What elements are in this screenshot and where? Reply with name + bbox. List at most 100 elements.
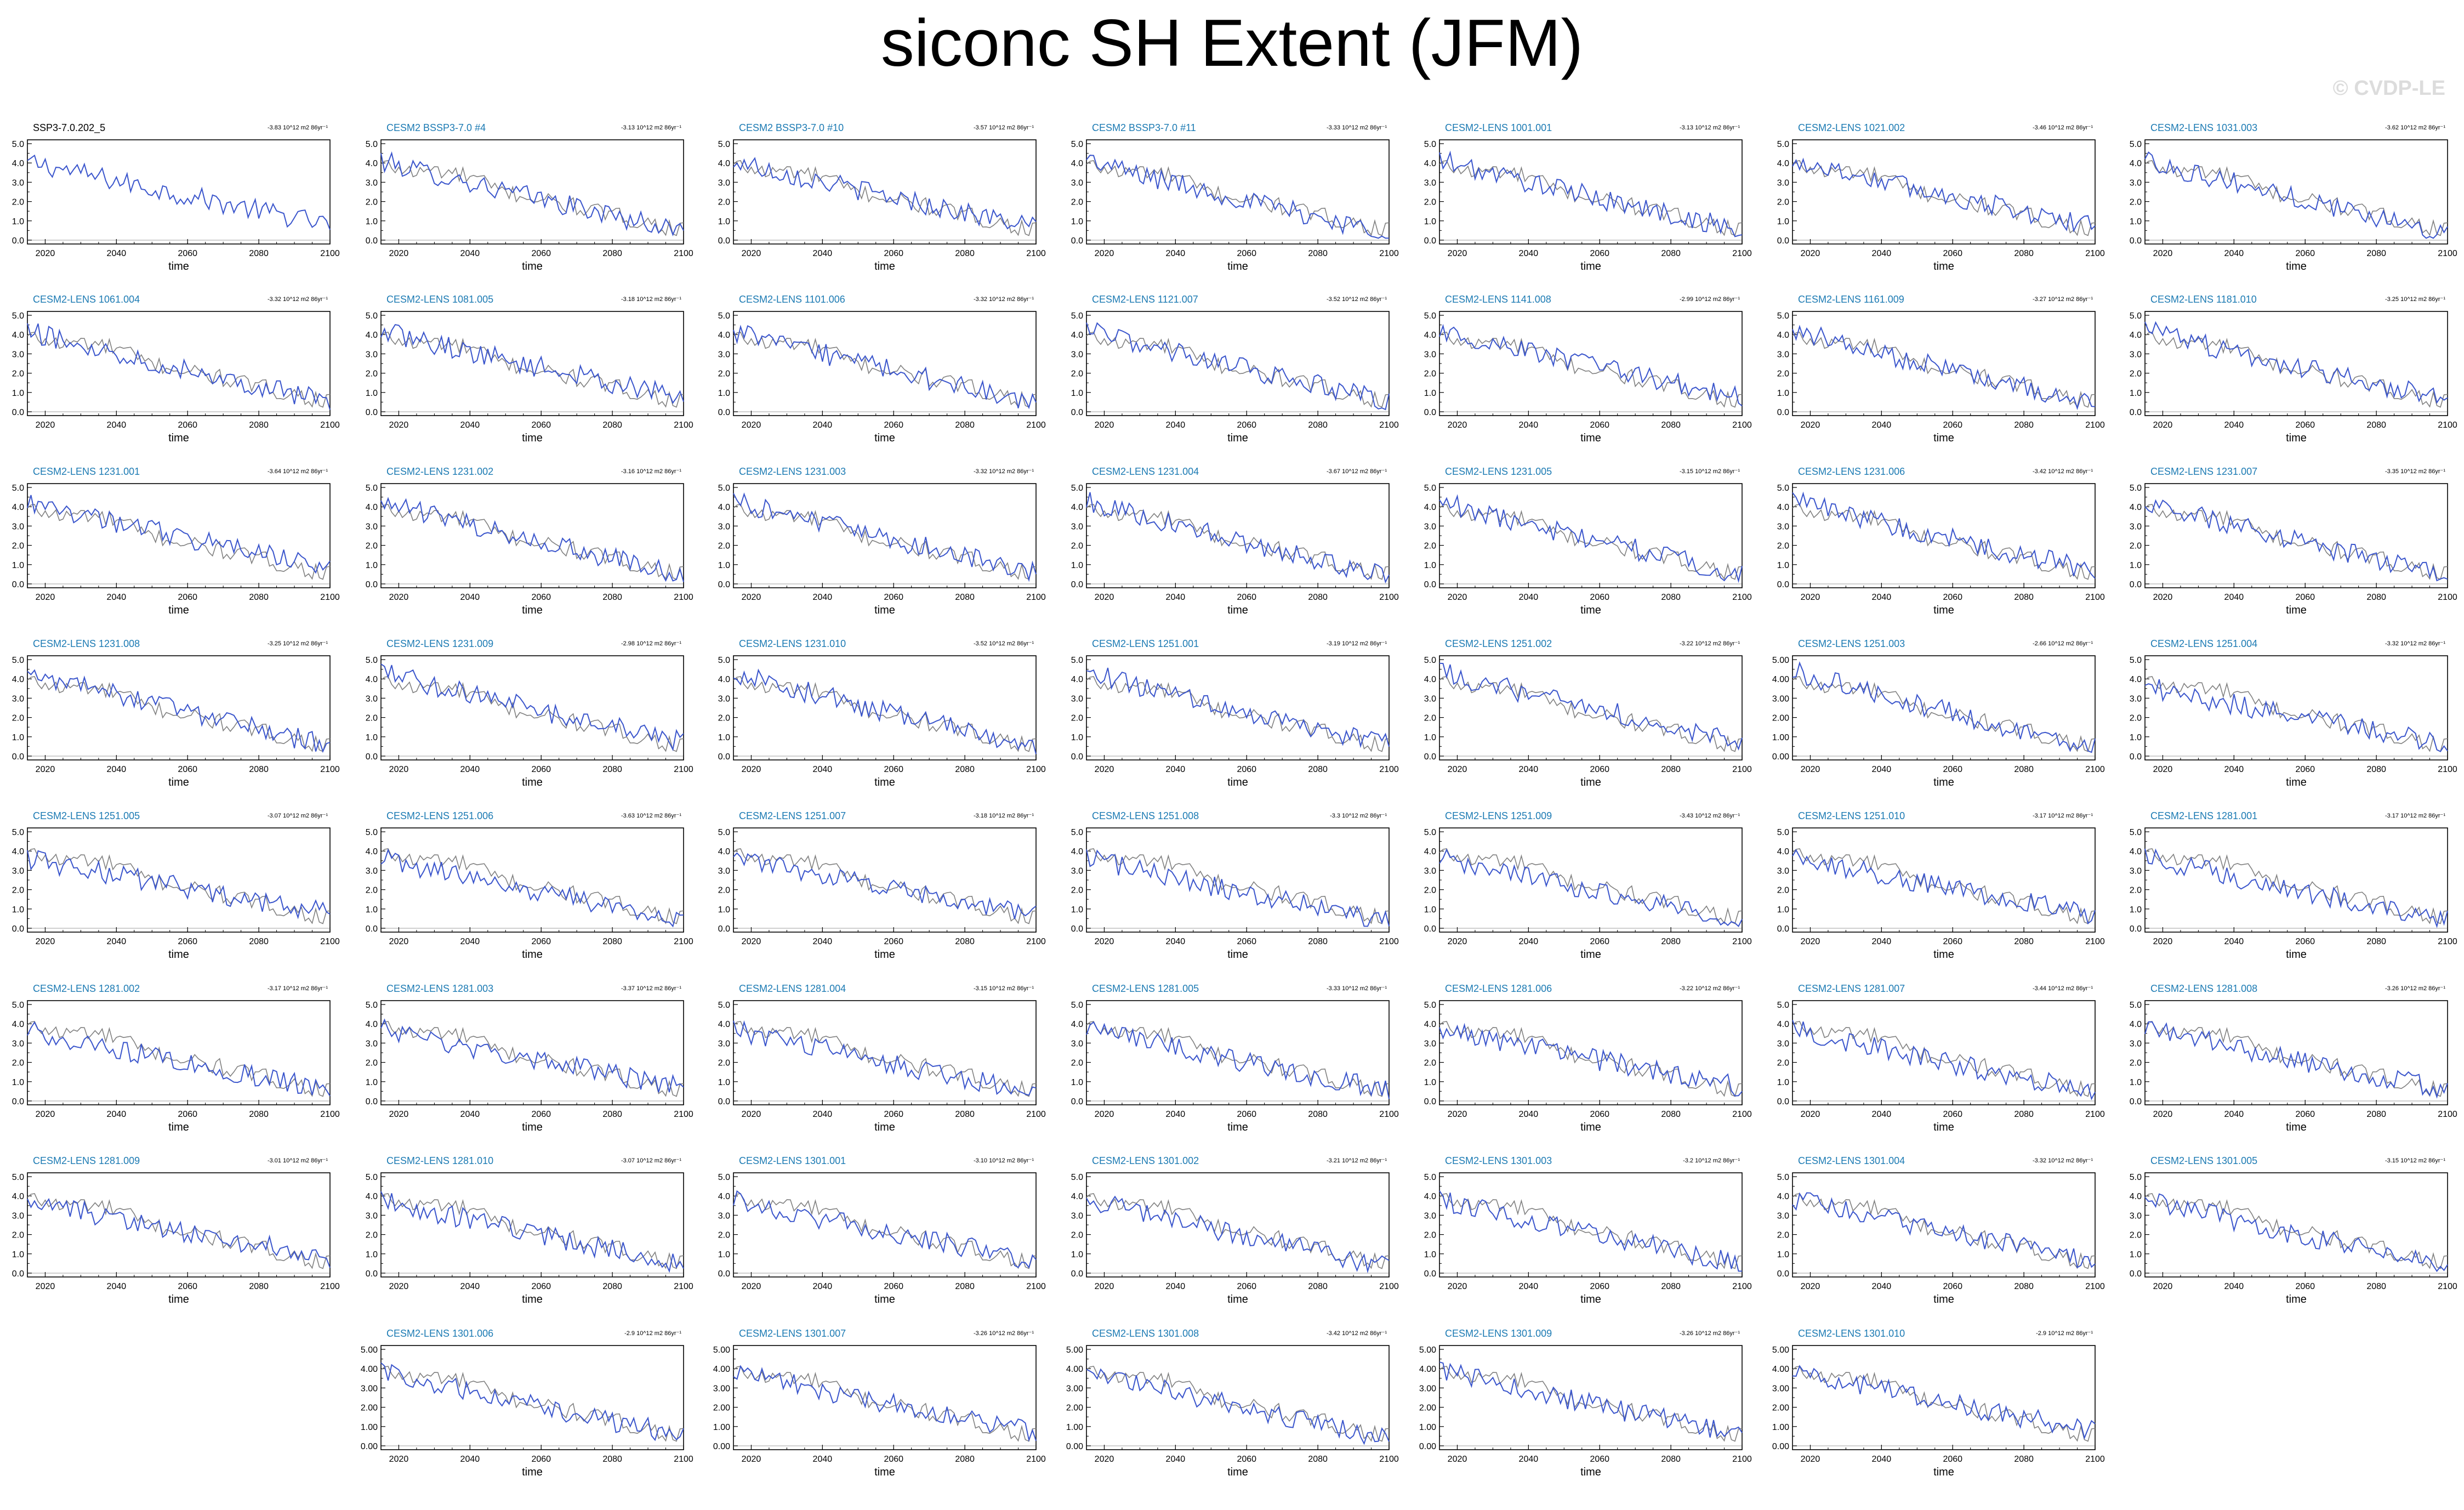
ensemble-mean-line xyxy=(380,1193,684,1269)
x-tick-label: 2040 xyxy=(1166,249,1186,258)
ensemble-mean-line xyxy=(733,1365,1037,1442)
y-tick-label: 4.0 xyxy=(366,503,378,512)
plot-frame xyxy=(1792,139,2096,245)
y-tick-label: 5.0 xyxy=(1424,140,1436,149)
y-tick-label: 3.0 xyxy=(1777,1211,1789,1221)
y-tick-label: 5.0 xyxy=(366,1173,378,1182)
y-tick-label: 5.0 xyxy=(2130,311,2142,321)
x-tick-label: 2020 xyxy=(389,421,409,430)
panel-title: CESM2-LENS 1251.009 xyxy=(1445,810,1552,821)
y-tick-label: 5.0 xyxy=(12,140,24,149)
x-tick-label: 2060 xyxy=(2295,249,2315,258)
y-tick-label: 3.00 xyxy=(1066,1384,1083,1393)
y-tick-label: 3.0 xyxy=(1424,178,1436,188)
y-tick-label: 2.0 xyxy=(1424,542,1436,551)
member-series-line xyxy=(1086,155,1389,239)
x-tick-label: 2080 xyxy=(2014,1110,2034,1119)
x-axis-label: time xyxy=(522,949,543,961)
y-tick-label: 4.00 xyxy=(1772,675,1789,684)
panel-title: CESM2-LENS 1301.005 xyxy=(2150,1155,2257,1166)
panel-title: CESM2-LENS 1251.010 xyxy=(1798,810,1905,821)
y-tick-label: 0.0 xyxy=(1071,1097,1083,1106)
x-tick-label: 2060 xyxy=(531,1282,551,1291)
chart-panel: CESM2-LENS 1231.005 -3.15 10^12 m2 86yr⁻¹… xyxy=(1424,466,1752,616)
x-tick-label: 2040 xyxy=(813,1110,833,1119)
x-tick-label: 2060 xyxy=(1943,421,1962,430)
x-axis-label: time xyxy=(522,776,543,788)
plot-frame xyxy=(1792,483,2096,588)
y-tick-label: 5.0 xyxy=(1424,311,1436,321)
y-tick-label: 4.0 xyxy=(1424,675,1436,684)
y-tick-label: 3.0 xyxy=(1777,522,1789,531)
y-tick-label: 5.0 xyxy=(2130,1001,2142,1010)
x-tick-label: 2100 xyxy=(1732,1110,1752,1119)
x-tick-label: 2100 xyxy=(1732,1282,1752,1291)
trend-label: -3.43 10^12 m2 86yr⁻¹ xyxy=(1680,813,1740,819)
y-tick-label: 0.0 xyxy=(718,924,730,934)
x-tick-label: 2040 xyxy=(813,593,833,602)
panel-title: CESM2-LENS 1281.003 xyxy=(386,983,493,994)
y-tick-label: 2.0 xyxy=(1777,198,1789,207)
x-tick-label: 2100 xyxy=(2438,765,2457,774)
member-series-line xyxy=(1439,1023,1743,1097)
plot-frame xyxy=(2144,1172,2448,1278)
x-tick-label: 2080 xyxy=(955,1455,975,1464)
x-tick-label: 2100 xyxy=(320,1282,340,1291)
x-axis-label: time xyxy=(522,432,543,444)
x-tick-label: 2080 xyxy=(249,765,269,774)
y-tick-label: 3.0 xyxy=(2130,694,2142,703)
ensemble-mean-line xyxy=(27,1020,331,1097)
x-axis-label: time xyxy=(1933,949,1954,961)
y-tick-label: 4.0 xyxy=(1777,503,1789,512)
y-tick-label: 1.0 xyxy=(1777,217,1789,226)
x-tick-label: 2040 xyxy=(2224,593,2244,602)
y-tick-label: 3.0 xyxy=(1777,350,1789,359)
member-series-line xyxy=(733,1365,1037,1442)
y-tick-label: 3.0 xyxy=(1424,1211,1436,1221)
x-tick-label: 2080 xyxy=(955,421,975,430)
y-tick-label: 1.0 xyxy=(2130,389,2142,398)
member-series-line xyxy=(733,492,1037,582)
plot-frame xyxy=(27,311,331,416)
chart-panel: CESM2-LENS 1251.005 -3.07 10^12 m2 86yr⁻¹… xyxy=(12,810,340,961)
x-axis-label: time xyxy=(1933,1121,1954,1133)
x-tick-label: 2020 xyxy=(742,1110,761,1119)
y-tick-label: 3.00 xyxy=(361,1384,378,1393)
plot-frame xyxy=(2144,1000,2448,1105)
x-axis-label: time xyxy=(1933,604,1954,616)
x-tick-label: 2100 xyxy=(1379,421,1399,430)
x-tick-label: 2020 xyxy=(742,937,761,946)
panel-title: CESM2-LENS 1181.010 xyxy=(2150,294,2257,305)
y-tick-label: 4.0 xyxy=(718,503,730,512)
y-tick-label: 0.0 xyxy=(12,752,24,762)
panel-title: CESM2-LENS 1301.002 xyxy=(1092,1155,1199,1166)
y-tick-label: 0.0 xyxy=(2130,1269,2142,1279)
y-tick-label: 4.00 xyxy=(713,1365,730,1374)
y-tick-label: 0.0 xyxy=(718,1097,730,1106)
trend-label: -3.13 10^12 m2 86yr⁻¹ xyxy=(1680,124,1740,131)
x-tick-label: 2020 xyxy=(36,1282,55,1291)
y-tick-label: 3.0 xyxy=(1071,522,1083,531)
y-tick-label: 0.0 xyxy=(1424,1269,1436,1279)
y-tick-label: 0.0 xyxy=(2130,1097,2142,1106)
x-tick-label: 2100 xyxy=(2438,593,2457,602)
y-tick-label: 2.00 xyxy=(1066,1404,1083,1413)
panel-title: CESM2-LENS 1281.009 xyxy=(33,1155,140,1166)
ensemble-mean-line xyxy=(1792,1365,2096,1442)
y-tick-label: 4.0 xyxy=(12,503,24,512)
y-tick-label: 3.0 xyxy=(718,1039,730,1048)
y-tick-label: 4.0 xyxy=(2130,1192,2142,1201)
trend-label: -3.3 10^12 m2 86yr⁻¹ xyxy=(1330,813,1387,819)
y-tick-label: 1.0 xyxy=(1424,905,1436,915)
y-tick-label: 3.00 xyxy=(1772,694,1789,703)
trend-label: -3.17 10^12 m2 86yr⁻¹ xyxy=(2033,813,2093,819)
y-tick-label: 3.0 xyxy=(1424,1039,1436,1048)
y-tick-label: 4.0 xyxy=(1071,1192,1083,1201)
x-tick-label: 2040 xyxy=(1872,593,1892,602)
trend-label: -2.99 10^12 m2 86yr⁻¹ xyxy=(1680,296,1740,303)
x-tick-label: 2020 xyxy=(1448,765,1467,774)
panel-title: CESM2-LENS 1101.006 xyxy=(739,294,845,305)
ensemble-mean-line xyxy=(1792,848,2096,924)
x-tick-label: 2040 xyxy=(2224,421,2244,430)
ensemble-mean-line xyxy=(1439,1020,1743,1097)
